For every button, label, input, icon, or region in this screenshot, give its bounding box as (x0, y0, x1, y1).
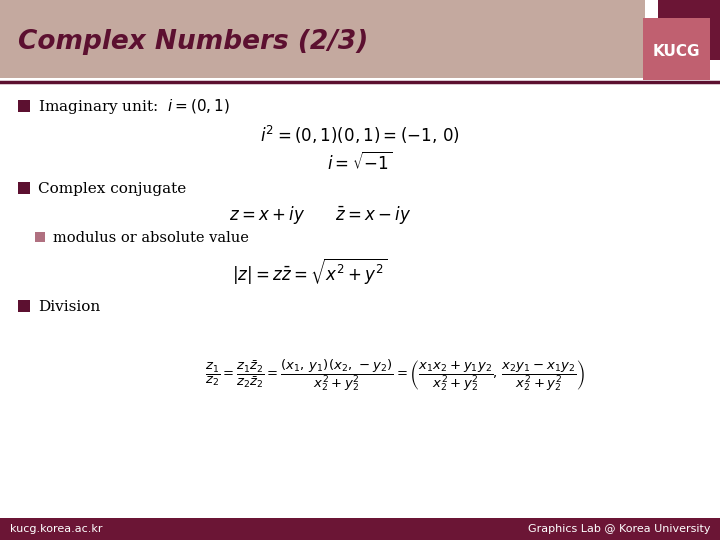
Bar (35, 232, 45, 242)
Text: $\dfrac{z_1}{z_2} = \dfrac{z_1\bar{z}_2}{z_2\bar{z}_2} = \dfrac{(x_1,\,y_1)(x_2,: $\dfrac{z_1}{z_2} = \dfrac{z_1\bar{z}_2}… (205, 357, 585, 393)
Text: KUCG: KUCG (652, 44, 700, 59)
Text: $i^2 = (0,1)(0,1) = (-1,\,0)$: $i^2 = (0,1)(0,1) = (-1,\,0)$ (260, 124, 460, 146)
Bar (18, 182, 30, 194)
Text: modulus or absolute value: modulus or absolute value (53, 231, 249, 245)
Bar (658, 0, 720, 60)
Text: kucg.korea.ac.kr: kucg.korea.ac.kr (10, 524, 102, 534)
Text: Division: Division (38, 300, 100, 314)
Bar (643, 18, 710, 80)
Text: Complex conjugate: Complex conjugate (38, 182, 186, 196)
Text: Imaginary unit:  $i = (0, 1)$: Imaginary unit: $i = (0, 1)$ (38, 98, 230, 117)
Text: Complex Numbers (2/3): Complex Numbers (2/3) (18, 29, 368, 55)
Text: $z = x + iy \qquad \bar{z} = x - iy$: $z = x + iy \qquad \bar{z} = x - iy$ (229, 204, 411, 226)
Text: $i = \sqrt{-1}$: $i = \sqrt{-1}$ (328, 152, 392, 174)
Text: $|z| = z\bar{z} = \sqrt{x^2 + y^2}$: $|z| = z\bar{z} = \sqrt{x^2 + y^2}$ (233, 257, 387, 287)
Bar (18, 100, 30, 112)
Bar (0, 0, 645, 78)
Bar (18, 300, 30, 312)
Bar (0, 518, 720, 540)
Text: Graphics Lab @ Korea University: Graphics Lab @ Korea University (528, 524, 710, 534)
